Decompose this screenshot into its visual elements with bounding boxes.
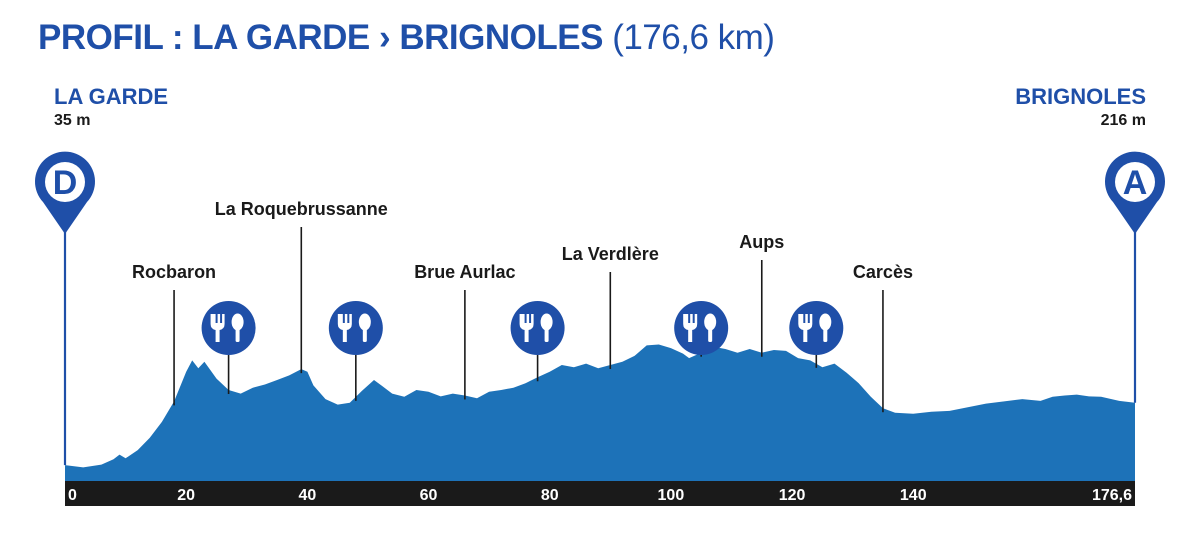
food-stops-layer bbox=[201, 301, 844, 355]
axis-tick-label: 140 bbox=[900, 487, 927, 504]
finish-pin-inner-circle bbox=[1115, 162, 1155, 202]
axis-tick-label: 120 bbox=[779, 487, 806, 504]
axis-tick-label: 80 bbox=[541, 487, 559, 504]
axis-tick-label: 20 bbox=[177, 487, 195, 504]
town-label: Carcès bbox=[853, 262, 913, 282]
distance-axis: 0 20 40 60 80 100 120 140 176,6 bbox=[65, 481, 1135, 506]
spoon-icon bbox=[704, 313, 717, 331]
axis-tick-label: 100 bbox=[658, 487, 685, 504]
annotation-lines-layer bbox=[173, 227, 884, 413]
spoon-icon bbox=[231, 313, 244, 331]
spoon-icon bbox=[819, 313, 832, 331]
axis-tick-label: 176,6 bbox=[1092, 487, 1132, 504]
spoon-icon bbox=[540, 313, 553, 331]
fork-icon bbox=[337, 314, 352, 342]
town-label: La Roquebrussanne bbox=[215, 199, 388, 219]
axis-bar bbox=[65, 481, 1135, 506]
spoon-handle-icon bbox=[708, 326, 713, 342]
town-label: La Verdlère bbox=[562, 244, 659, 264]
route-distance: (176,6 km) bbox=[612, 18, 775, 57]
food-stop-badge bbox=[510, 301, 565, 355]
fork-icon bbox=[798, 314, 813, 342]
finish-altitude: 216 m bbox=[1100, 112, 1146, 129]
fork-icon bbox=[683, 314, 698, 342]
terrain-layer bbox=[65, 344, 1135, 481]
town-label: Rocbaron bbox=[132, 262, 216, 282]
spoon-handle-icon bbox=[235, 326, 240, 342]
start-town-name: LA GARDE bbox=[54, 84, 169, 109]
start-altitude: 35 m bbox=[54, 112, 91, 129]
food-stop-badge bbox=[328, 301, 383, 355]
spoon-handle-icon bbox=[362, 326, 367, 342]
elevation-area bbox=[65, 344, 1135, 481]
start-pin-letter: D bbox=[53, 164, 78, 202]
route-title: PROFIL : LA GARDE › BRIGNOLES bbox=[38, 18, 603, 57]
annotation-labels-layer: Rocbaron La Roquebrussanne Brue Aurlac La V… bbox=[132, 199, 913, 282]
food-stop-badge bbox=[201, 301, 256, 355]
food-stop-badge bbox=[789, 301, 844, 355]
finish-town-name: BRIGNOLES bbox=[1015, 84, 1146, 109]
fork-icon bbox=[519, 314, 534, 342]
start-pin-inner-circle bbox=[45, 162, 85, 202]
finish-pin-letter: A bbox=[1123, 164, 1148, 202]
food-stop-badge bbox=[674, 301, 729, 355]
chart-title: PROFIL : LA GARDE › BRIGNOLES (176,6 km) bbox=[38, 18, 775, 58]
town-label: Aups bbox=[739, 232, 784, 252]
town-label: Brue Aurlac bbox=[414, 262, 515, 282]
spoon-handle-icon bbox=[823, 326, 828, 342]
axis-tick-label: 40 bbox=[298, 487, 316, 504]
spoon-icon bbox=[358, 313, 371, 331]
axis-tick-label: 60 bbox=[420, 487, 438, 504]
spoon-handle-icon bbox=[544, 326, 549, 342]
axis-tick-label: 0 bbox=[68, 487, 77, 504]
fork-icon bbox=[210, 314, 225, 342]
